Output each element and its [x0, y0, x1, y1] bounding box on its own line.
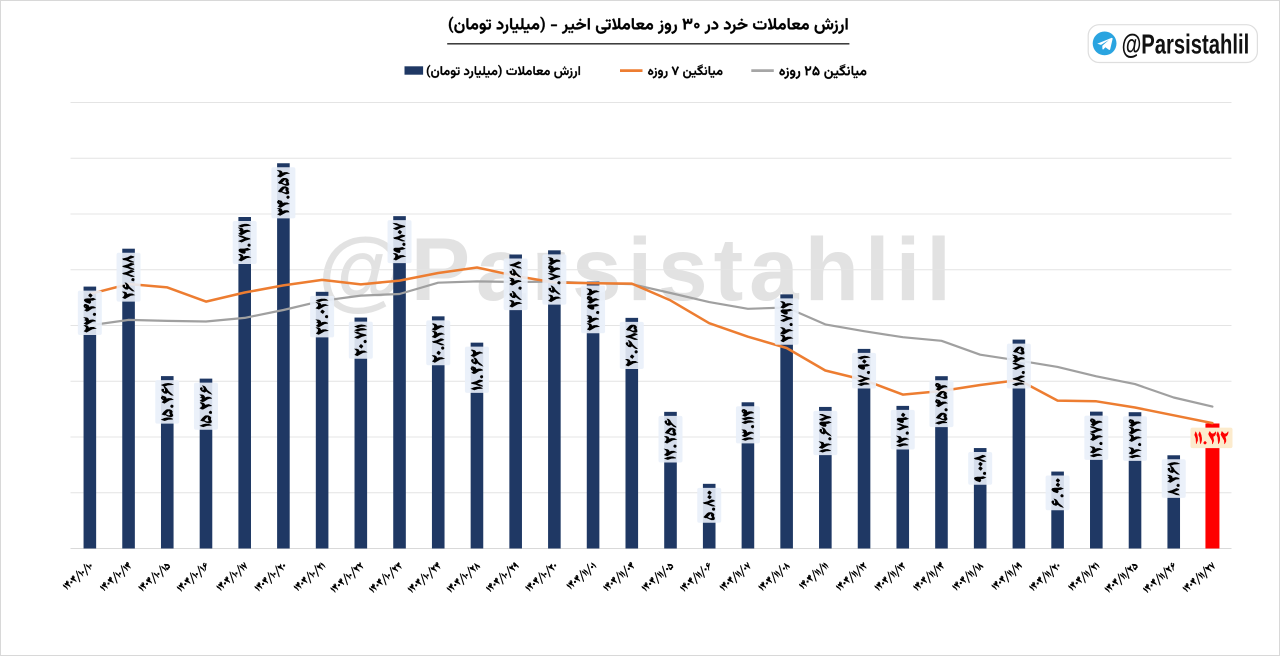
svg-text:@Parsistahlil: @Parsistahlil [318, 219, 951, 319]
svg-text:@Parsistahlil: @Parsistahlil [1122, 28, 1250, 59]
